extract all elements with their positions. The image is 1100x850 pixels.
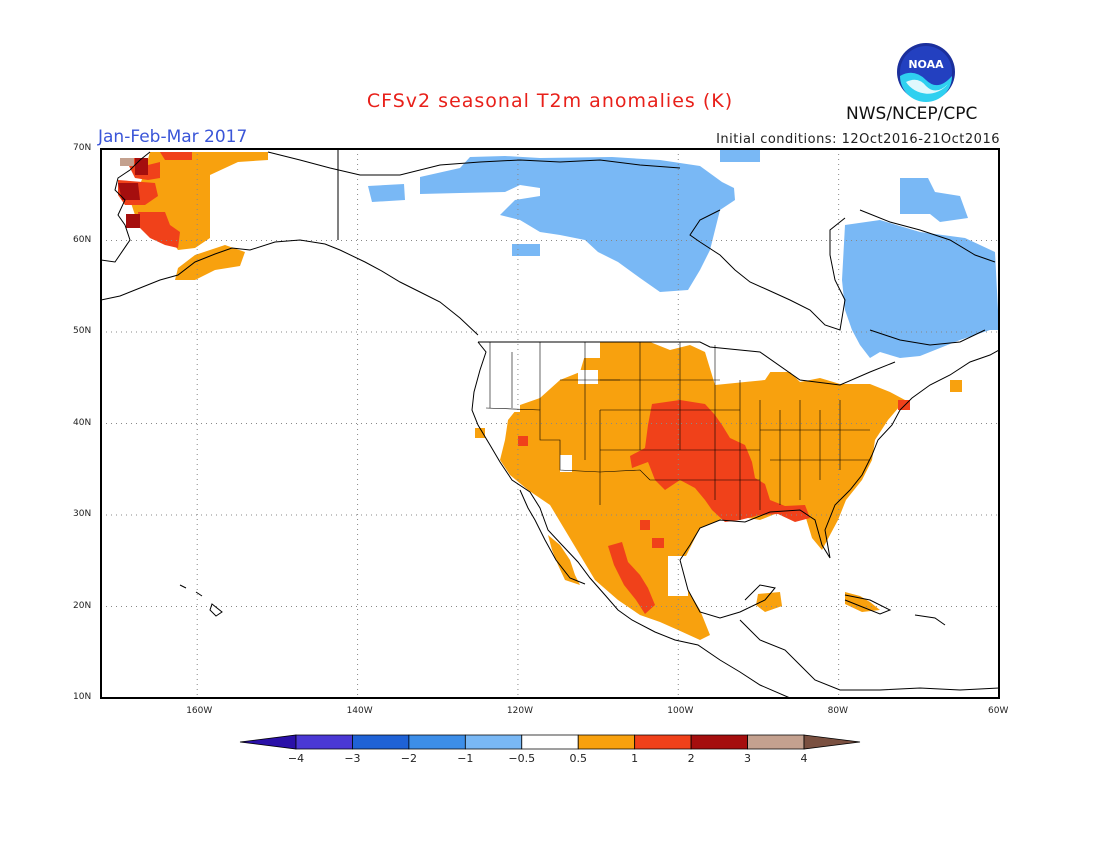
legend-tick-label: 0.5	[569, 752, 587, 765]
logo-text: NOAA	[908, 58, 944, 71]
legend-swatch	[747, 734, 805, 750]
legend-swatch	[352, 734, 410, 750]
legend-swatch	[634, 734, 692, 750]
lon-label: 60W	[988, 706, 1009, 716]
lat-label: 50N	[73, 326, 92, 336]
agency-label: NWS/NCEP/CPC	[846, 104, 978, 124]
lon-label: 80W	[827, 706, 848, 716]
legend-tick-label: −4	[287, 752, 305, 765]
legend-tick-label: 2	[687, 752, 695, 765]
legend-tick-label: −2	[400, 752, 417, 765]
anomaly-fill-layer	[118, 150, 999, 640]
map-frame	[100, 148, 1000, 699]
neutral-holes	[496, 342, 800, 596]
legend-tick-label: −3	[344, 752, 361, 765]
color-legend	[239, 734, 861, 750]
legend-swatch	[577, 734, 636, 750]
lat-label: 60N	[73, 234, 92, 245]
legend-tick-label: 4	[800, 752, 808, 765]
state-boundaries	[485, 342, 870, 520]
lat-label: 70N	[73, 143, 92, 153]
extreme-warm-regions	[120, 158, 134, 166]
lat-label: 30N	[73, 509, 92, 519]
legend-tick-label: −1	[457, 752, 474, 765]
lat-label: 10N	[73, 692, 92, 702]
legend-swatch	[295, 734, 353, 750]
lat-label: 40N	[73, 417, 92, 428]
noaa-logo-icon: NOAA	[897, 43, 955, 102]
forecast-period: Jan-Feb-Mar 2017	[98, 127, 248, 147]
lon-label: 100W	[667, 706, 694, 716]
legend-tick-label: −0.5	[508, 752, 536, 765]
cold-anomaly-regions	[368, 150, 999, 358]
legend-low-arrow	[239, 734, 297, 750]
legend-high-arrow	[803, 734, 861, 750]
legend-swatch	[464, 734, 523, 750]
legend-swatch	[521, 734, 579, 750]
map-title: CFSv2 seasonal T2m anomalies (K)	[366, 90, 734, 112]
lon-label: 160W	[186, 706, 213, 716]
legend-swatch	[408, 734, 466, 750]
legend-tick-label: 3	[744, 752, 752, 765]
legend-swatch	[690, 734, 748, 750]
lat-label: 20N	[73, 600, 92, 611]
coastlines	[101, 150, 999, 698]
lon-label: 140W	[346, 706, 373, 716]
lon-label: 120W	[506, 706, 533, 716]
initial-conditions: Initial conditions: 12Oct2016-21Oct2016	[716, 132, 1000, 147]
legend-tick-label: 1	[631, 752, 639, 765]
